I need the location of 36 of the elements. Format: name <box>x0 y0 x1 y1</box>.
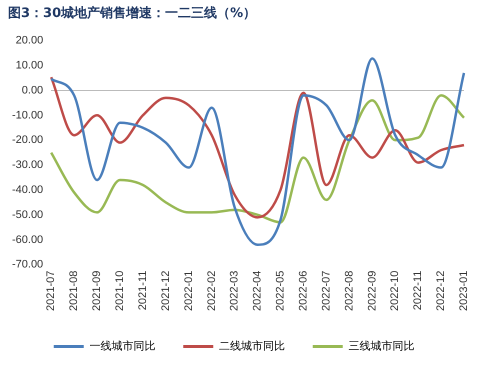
x-tick-label: 2021-08 <box>68 270 80 312</box>
x-tick-label: 2022-02 <box>206 270 218 312</box>
x-tick-label: 2022-12 <box>435 270 448 312</box>
x-tick-label: 2023-01 <box>458 270 470 312</box>
x-tick-label: 2021-11 <box>136 270 149 310</box>
x-tick-label: 2022-03 <box>228 270 241 312</box>
x-tick-label: 2021-07 <box>45 270 58 312</box>
x-tick-label: 2022-05 <box>274 270 287 312</box>
legend-label: 三线城市同比 <box>348 339 414 352</box>
y-tick-label: -60.00 <box>12 234 44 246</box>
x-tick-label: 2021-12 <box>160 270 172 312</box>
legend-label: 二线城市同比 <box>218 339 285 352</box>
legend-label: 一线城市同比 <box>89 339 156 352</box>
y-tick-label: -20.00 <box>12 134 44 146</box>
y-tick-label: 20.00 <box>16 34 44 47</box>
x-tick-label: 2022-11 <box>412 270 424 310</box>
y-tick-label: -50.00 <box>12 208 44 221</box>
y-tick-label: 0.00 <box>22 84 44 96</box>
x-tick-label: 2022-07 <box>320 270 332 312</box>
x-tick-label: 2021-10 <box>114 270 126 312</box>
x-tick-label: 2022-04 <box>252 270 264 312</box>
y-tick-label: -70.00 <box>12 258 44 271</box>
line-series <box>50 94 466 224</box>
x-tick-label: 2022-06 <box>297 270 310 312</box>
chart-title: 图3：30城地产销售增速：一二三线（%） <box>8 4 256 22</box>
x-tick-label: 2021-09 <box>91 270 104 312</box>
line-series <box>50 57 466 246</box>
x-tick-label: 2022-01 <box>182 270 195 312</box>
y-tick-label: 10.00 <box>16 60 44 72</box>
y-tick-label: -40.00 <box>12 184 44 196</box>
y-tick-label: -10.00 <box>12 109 44 122</box>
x-tick-label: 2022-10 <box>389 270 402 312</box>
x-tick-label: 2022-08 <box>343 270 356 312</box>
line-series <box>50 76 466 219</box>
y-tick-label: -30.00 <box>12 159 44 172</box>
x-tick-label: 2022-09 <box>366 270 378 312</box>
